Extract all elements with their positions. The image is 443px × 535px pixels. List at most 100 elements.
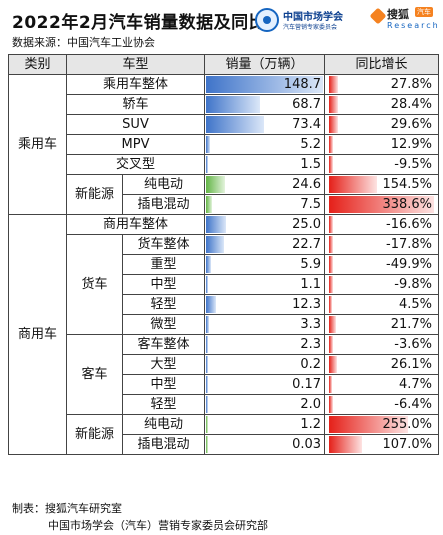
subcategory-truck: 货车 (66, 234, 123, 335)
growth-bar (329, 376, 333, 393)
model-name: 重型 (121, 254, 206, 275)
sales-bar (206, 396, 209, 413)
growth-bar (329, 136, 334, 153)
sales-value: 73.4 (292, 117, 322, 132)
growth-value: 154.5% (382, 177, 433, 192)
growth-value: 4.5% (398, 297, 433, 312)
growth-cell: 154.5% (324, 174, 440, 195)
sales-value: 1.2 (300, 417, 322, 432)
model-name: 轿车 (65, 94, 206, 115)
sales-cell: 0.2 (204, 354, 326, 375)
table-header-row: 类别 车型 销量（万辆） 同比增长 (8, 54, 440, 75)
growth-bar (329, 356, 338, 373)
table-row: 新能源 纯电动 24.6 154.5% (9, 174, 440, 215)
sales-cell: 12.3 (204, 294, 326, 315)
growth-value: 21.7% (390, 317, 433, 332)
sales-cell: 1.2 (204, 414, 326, 435)
sales-value: 1.5 (300, 157, 322, 172)
growth-bar (329, 176, 377, 193)
growth-bar (329, 76, 338, 93)
model-name: 轻型 (121, 394, 206, 415)
sales-bar (206, 356, 209, 373)
sales-bar (206, 116, 264, 133)
sales-bar (206, 256, 211, 273)
sales-bar (206, 416, 209, 433)
data-source: 数据来源：中国汽车工业协会 (12, 36, 155, 49)
model-name: 纯电动 (121, 414, 206, 435)
sales-bar (206, 136, 211, 153)
table-row: 轻型 12.3 4.5% (9, 294, 440, 315)
subcategory-bus: 客车 (66, 334, 123, 415)
sales-value: 25.0 (292, 217, 322, 232)
growth-value: -6.4% (394, 397, 433, 412)
model-name: 货车整体 (121, 234, 206, 255)
sales-bar (206, 76, 324, 93)
sohu-logo-badge: 汽车 (415, 7, 433, 17)
header: 2022年2月汽车销量数据及同比 数据来源：中国汽车工业协会 中国市场学会 汽车… (0, 0, 443, 52)
sales-value: 0.03 (292, 437, 322, 452)
sales-bar (206, 316, 209, 333)
table-row: 重型 5.9 -49.9% (9, 254, 440, 275)
model-name: 纯电动 (121, 174, 206, 195)
growth-bar (329, 216, 334, 233)
footer-maker: 制表：搜狐汽车研究室 (12, 502, 122, 515)
header-model: 车型 (65, 54, 206, 75)
model-name: MPV (65, 134, 206, 155)
sohu-logo: 搜狐 汽车 Research (369, 6, 440, 36)
growth-bar (329, 336, 334, 353)
sales-value: 2.0 (300, 397, 322, 412)
sales-table: 类别 车型 销量（万辆） 同比增长 乘用车 乘用车整体 148.7 27.8% … (8, 54, 440, 455)
growth-value: 29.6% (390, 117, 433, 132)
growth-value: 4.7% (398, 377, 433, 392)
growth-cell: -49.9% (324, 254, 440, 275)
sales-cell: 5.2 (204, 134, 326, 155)
sales-value: 3.3 (300, 317, 322, 332)
subcategory-passenger-nev: 新能源 (66, 174, 123, 215)
cma-logo: 中国市场学会 汽车营销专家委员会 (255, 6, 363, 34)
table-row: 新能源 纯电动 1.2 255.0% (9, 414, 440, 455)
growth-cell: 255.0% (324, 414, 440, 435)
table-row: 乘用车 乘用车整体 148.7 27.8% (8, 74, 440, 215)
sales-cell: 22.7 (204, 234, 326, 255)
growth-bar (329, 116, 339, 133)
model-name: 商用车整体 (65, 214, 206, 235)
growth-cell: 27.8% (324, 74, 440, 95)
growth-bar (329, 256, 334, 273)
growth-bar (329, 96, 338, 113)
growth-cell: 29.6% (324, 114, 440, 135)
model-name: 轻型 (121, 294, 206, 315)
sales-bar (206, 376, 209, 393)
table-row: 插电混动 0.03 107.0% (9, 434, 440, 455)
growth-cell: 4.5% (324, 294, 440, 315)
model-name: 中型 (121, 274, 206, 295)
growth-value: -17.8% (386, 237, 433, 252)
header-growth: 同比增长 (324, 54, 440, 75)
table-row: 商用车 商用车整体 25.0 -16.6% (8, 214, 440, 455)
model-name: 插电混动 (121, 434, 206, 455)
growth-bar (329, 196, 435, 213)
sales-cell: 3.3 (204, 314, 326, 335)
sales-bar (206, 276, 209, 293)
sales-bar (206, 216, 226, 233)
sales-value: 68.7 (292, 97, 322, 112)
header-category: 类别 (8, 54, 67, 75)
table-row: MPV 5.2 12.9% (9, 134, 440, 155)
growth-value: 26.1% (390, 357, 433, 372)
header-sales: 销量（万辆） (204, 54, 326, 75)
growth-value: 338.6% (382, 197, 433, 212)
sales-bar (206, 236, 224, 253)
table-row: 客车 客车整体 2.3 -3.6% (9, 334, 440, 415)
sales-bar (206, 336, 209, 353)
sales-bar (206, 96, 261, 113)
model-name: 乘用车整体 (65, 74, 206, 95)
growth-bar (329, 156, 334, 173)
growth-value: -16.6% (386, 217, 433, 232)
growth-value: 12.9% (390, 137, 433, 152)
sales-value: 22.7 (292, 237, 322, 252)
sales-value: 5.2 (300, 137, 322, 152)
growth-cell: -9.5% (324, 154, 440, 175)
growth-value: -49.9% (386, 257, 433, 272)
sales-value: 148.7 (283, 77, 322, 92)
page-title: 2022年2月汽车销量数据及同比 (12, 13, 267, 33)
sales-bar (206, 156, 209, 173)
